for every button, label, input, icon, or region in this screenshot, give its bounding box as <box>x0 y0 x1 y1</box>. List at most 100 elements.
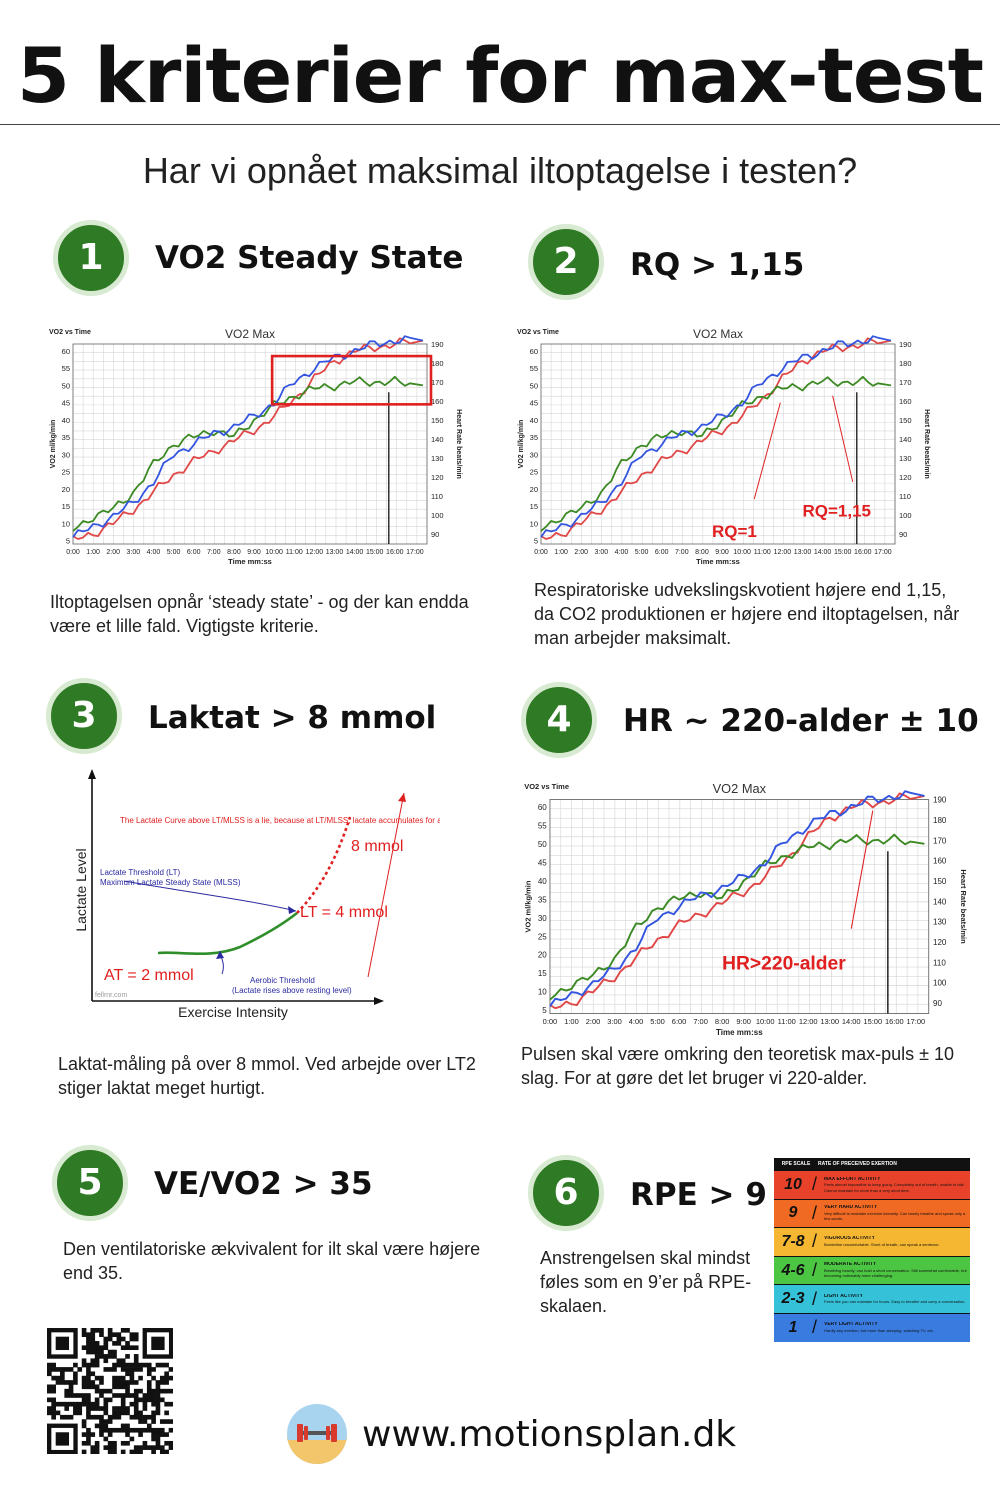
x-tick-label: 6:00 <box>655 549 669 556</box>
x-tick-label: 4:00 <box>615 549 629 556</box>
x-tick-label: 15:00 <box>366 549 384 556</box>
x-axis-label: Time mm:ss <box>228 557 272 566</box>
x-tick-label: 6:00 <box>672 1017 687 1026</box>
y2-axis-label: Heart Rate beats/min <box>455 409 462 479</box>
y-tick-label: 15 <box>538 969 547 978</box>
heading-hr: HR ~ 220-alder ± 10 <box>623 703 979 739</box>
y-tick-label: 50 <box>530 381 538 390</box>
y-tick-label: 45 <box>62 399 70 408</box>
y-tick-label: 5 <box>542 1006 547 1015</box>
rpe-value: 9 <box>788 1204 798 1222</box>
y-tick-label: 30 <box>62 450 70 459</box>
x-tick-label: 14:00 <box>346 549 364 556</box>
x-tick-label: 13:00 <box>820 1017 839 1026</box>
hr-tick-label: 130 <box>933 918 947 927</box>
y2-axis-label: Heart Rate beats/min <box>923 409 930 479</box>
y-axis-label: VO2 ml/kg/min <box>518 420 525 469</box>
x-axis-label: Time mm:ss <box>696 557 740 566</box>
badge-5: 5 <box>52 1145 128 1221</box>
x-tick-label: 6:00 <box>187 549 201 556</box>
y-tick-label: 35 <box>62 433 70 442</box>
lactate-xlabel: Exercise Intensity <box>178 1004 288 1020</box>
heading-rpe: RPE > 9 <box>630 1177 767 1213</box>
rpe-divider: / <box>812 1231 818 1252</box>
y-tick-label: 50 <box>62 381 70 390</box>
rpe-label: VERY LIGHT ACTIVITY <box>824 1322 878 1328</box>
chart-corner-label: VO2 vs Time <box>517 329 559 336</box>
y-tick-label: 60 <box>538 803 547 812</box>
hr-tick-label: 180 <box>431 359 444 368</box>
hr-tick-label: 140 <box>933 897 947 906</box>
x-tick-label: 16:00 <box>854 549 872 556</box>
hr-tick-label: 120 <box>933 938 947 947</box>
x-tick-label: 10:00 <box>265 549 283 556</box>
description-1: Iltoptagelsen opnår ‘steady state’ - og … <box>50 592 469 636</box>
x-tick-label: 8:00 <box>695 549 709 556</box>
lactate-ylabel: Lactate Level <box>73 848 89 931</box>
description-3: Laktat-måling på over 8 mmol. Ved arbejd… <box>58 1054 476 1098</box>
x-tick-label: 9:00 <box>736 1017 751 1026</box>
rpe-row: 2-3 / LIGHT ACTIVITY Feels like you can mai… <box>774 1284 970 1313</box>
x-tick-label: 0:00 <box>543 1017 558 1026</box>
x-tick-label: 7:00 <box>693 1017 708 1026</box>
x-tick-label: 14:00 <box>842 1017 861 1026</box>
badge-6: 6 <box>528 1155 604 1231</box>
hr-tick-label: 110 <box>899 492 911 501</box>
qr-code[interactable] <box>47 1328 174 1455</box>
rpe-header-left: RPE SCALE <box>781 1161 811 1167</box>
y-tick-label: 25 <box>538 932 547 941</box>
x-tick-label: 17:00 <box>906 1017 925 1026</box>
x-tick-label: 11:00 <box>286 549 303 556</box>
x-tick-label: 7:00 <box>207 549 221 556</box>
vo2-chart-2: 60 55 50 45 40 35 30 25 20 15 10 5 190 180 170 160 150 14… <box>513 322 933 567</box>
x-tick-label: 2:00 <box>586 1017 601 1026</box>
y-axis-label: VO2 ml/kg/min <box>524 880 533 932</box>
hr-tick-label: 190 <box>431 340 444 349</box>
lactate-curve <box>157 911 298 956</box>
hr-tick-label: 90 <box>899 530 907 539</box>
x-tick-label: 12:00 <box>799 1017 818 1026</box>
description-4: Pulsen skal være omkring den teoretisk m… <box>521 1044 955 1088</box>
y-tick-label: 5 <box>534 537 538 546</box>
annotation-rq1: RQ=1 <box>712 522 757 541</box>
y2-axis-label: Heart Rate beats/min <box>959 869 968 944</box>
heading-vo2-steady-state: VO2 Steady State <box>155 240 464 276</box>
hr-tick-label: 180 <box>933 816 947 825</box>
x-tick-label: 12:00 <box>774 549 792 556</box>
website-link[interactable]: www.motionsplan.dk <box>362 1414 737 1455</box>
y-tick-label: 10 <box>62 519 70 528</box>
x-tick-label: 8:00 <box>715 1017 730 1026</box>
label-at: AT = 2 mmol <box>104 967 194 984</box>
badge-2: 2 <box>528 224 604 300</box>
hr-tick-label: 160 <box>933 857 947 866</box>
rpe-header-right: RATE OF PRECEIVED EXERTION <box>818 1161 897 1167</box>
rpe-value: 2-3 <box>781 1290 805 1308</box>
x-tick-label: 3:00 <box>595 549 609 556</box>
hr-tick-label: 100 <box>431 511 444 520</box>
chart-title: VO2 Max <box>693 327 743 341</box>
x-tick-label: 9:00 <box>715 549 729 556</box>
x-tick-label: 16:00 <box>386 549 404 556</box>
hr-tick-label: 90 <box>431 530 439 539</box>
motionsplan-logo-icon <box>287 1404 347 1464</box>
x-tick-label: 5:00 <box>167 549 181 556</box>
hr-tick-label: 120 <box>431 473 444 482</box>
x-tick-label: 4:00 <box>629 1017 644 1026</box>
chart-corner-label: VO2 vs Time <box>49 329 91 336</box>
x-tick-label: 17:00 <box>406 549 424 556</box>
y-tick-label: 25 <box>530 468 538 477</box>
hr-tick-label: 190 <box>899 340 912 349</box>
y-tick-label: 55 <box>62 364 70 373</box>
description-6: Anstrengelsen skal mindst føles som en 9… <box>540 1248 752 1316</box>
y-tick-label: 40 <box>538 877 547 886</box>
x-tick-label: 8:00 <box>227 549 241 556</box>
x-tick-label: 2:00 <box>574 549 588 556</box>
rpe-description: Hardly any exertion, but more than sleep… <box>824 1327 934 1333</box>
rpe-value: 10 <box>784 1175 802 1193</box>
y-tick-label: 60 <box>530 347 538 356</box>
vo2-chart-4: 60 55 50 45 40 35 30 25 20 15 10 5 190 180 170 160 150 14… <box>520 776 969 1038</box>
lactate-chart: Lactate Level Exercise Intensity The Lac… <box>60 765 440 1025</box>
y-tick-label: 10 <box>530 519 538 528</box>
hr-tick-label: 90 <box>933 999 942 1008</box>
y-tick-label: 15 <box>530 502 538 511</box>
